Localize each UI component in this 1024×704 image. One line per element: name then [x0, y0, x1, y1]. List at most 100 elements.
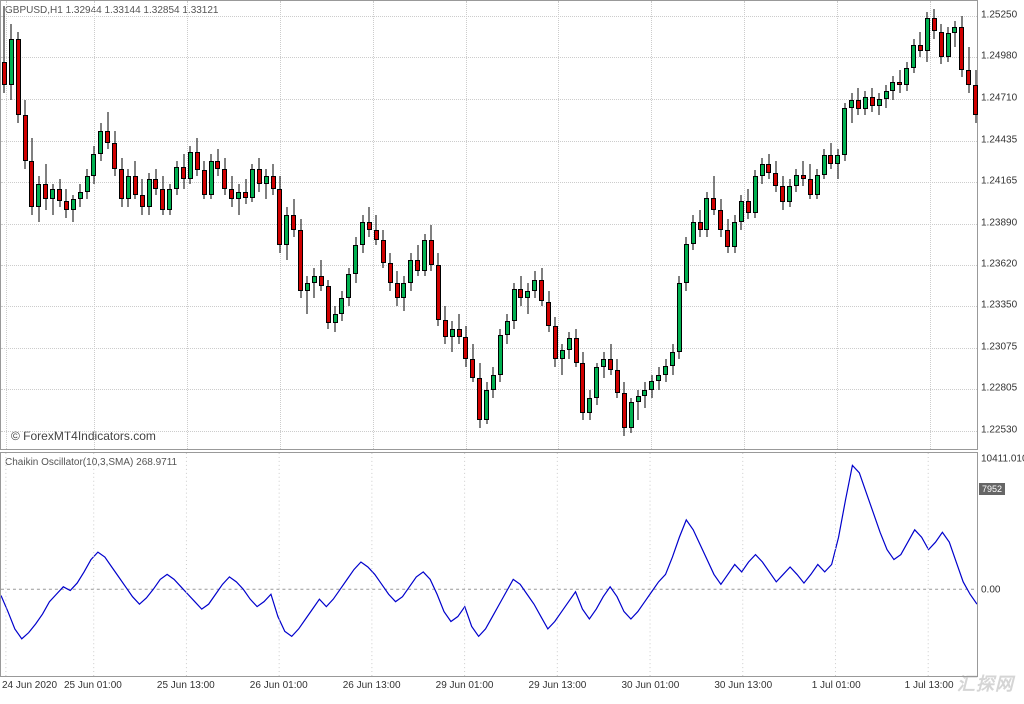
candle — [112, 1, 117, 451]
y-tick-label: 1.25250 — [981, 10, 1017, 21]
x-tick-label: 1 Jul 01:00 — [812, 680, 861, 691]
x-tick-label: 26 Jun 01:00 — [250, 680, 308, 691]
candle — [250, 1, 255, 451]
candle — [298, 1, 303, 451]
candle — [918, 1, 923, 451]
price-y-axis: 1.252501.249801.247101.244351.241651.238… — [979, 0, 1024, 450]
x-tick-label: 29 Jun 01:00 — [436, 680, 494, 691]
candle — [202, 1, 207, 451]
y-tick-label: 1.24980 — [981, 51, 1017, 62]
candle — [264, 1, 269, 451]
candle — [553, 1, 558, 451]
candle — [140, 1, 145, 451]
candle — [229, 1, 234, 451]
candle — [925, 1, 930, 451]
candle — [532, 1, 537, 451]
candle — [601, 1, 606, 451]
candle — [401, 1, 406, 451]
candle — [333, 1, 338, 451]
candle — [450, 1, 455, 451]
candle — [946, 1, 951, 451]
candle — [890, 1, 895, 451]
oscillator-panel[interactable]: Chaikin Oscillator(10,3,SMA) 268.9711 — [0, 452, 978, 677]
candle — [91, 1, 96, 451]
candle — [904, 1, 909, 451]
time-axis: 24 Jun 202025 Jun 01:0025 Jun 13:0026 Ju… — [0, 678, 978, 702]
candle — [677, 1, 682, 451]
candle — [822, 1, 827, 451]
candle — [815, 1, 820, 451]
candle — [567, 1, 572, 451]
candle — [9, 1, 14, 451]
candle — [57, 1, 62, 451]
candle — [319, 1, 324, 451]
candle — [766, 1, 771, 451]
candle — [195, 1, 200, 451]
candle — [188, 1, 193, 451]
candle — [436, 1, 441, 451]
candle — [498, 1, 503, 451]
x-tick-label: 26 Jun 13:00 — [343, 680, 401, 691]
x-tick-label: 29 Jun 13:00 — [529, 680, 587, 691]
candle — [877, 1, 882, 451]
candle — [642, 1, 647, 451]
candle — [897, 1, 902, 451]
candle — [966, 1, 971, 451]
candle — [780, 1, 785, 451]
candle — [835, 1, 840, 451]
candle — [236, 1, 241, 451]
candle — [594, 1, 599, 451]
y-tick-label: 1.24165 — [981, 175, 1017, 186]
candle — [574, 1, 579, 451]
candle — [271, 1, 276, 451]
candle — [346, 1, 351, 451]
candle — [153, 1, 158, 451]
candle — [243, 1, 248, 451]
candle — [636, 1, 641, 451]
candle — [725, 1, 730, 451]
candle — [587, 1, 592, 451]
candle — [443, 1, 448, 451]
candle — [284, 1, 289, 451]
candle — [215, 1, 220, 451]
x-tick-label: 25 Jun 01:00 — [64, 680, 122, 691]
candle — [849, 1, 854, 451]
candle — [463, 1, 468, 451]
candle — [512, 1, 517, 451]
candle — [277, 1, 282, 451]
candle — [580, 1, 585, 451]
candle — [160, 1, 165, 451]
candle — [739, 1, 744, 451]
candle — [856, 1, 861, 451]
candle — [415, 1, 420, 451]
candle — [147, 1, 152, 451]
candle — [85, 1, 90, 451]
price-chart-panel[interactable]: GBPUSD,H1 1.32944 1.33144 1.32854 1.3312… — [0, 0, 978, 450]
candle — [429, 1, 434, 451]
y-tick-label: 1.22805 — [981, 383, 1017, 394]
candle — [29, 1, 34, 451]
candle — [367, 1, 372, 451]
candle — [50, 1, 55, 451]
y-tick-label: 1.22530 — [981, 425, 1017, 436]
candle — [863, 1, 868, 451]
candle — [932, 1, 937, 451]
x-tick-label: 30 Jun 01:00 — [621, 680, 679, 691]
x-tick-label: 1 Jul 13:00 — [905, 680, 954, 691]
candle — [753, 1, 758, 451]
candle — [546, 1, 551, 451]
candle — [973, 1, 978, 451]
y-tick-label: 1.23075 — [981, 342, 1017, 353]
candle — [794, 1, 799, 451]
y-tick-label: 1.24435 — [981, 134, 1017, 145]
watermark-text: 汇探网 — [957, 670, 1014, 696]
candle — [684, 1, 689, 451]
y-tick-label: 10411.010 — [981, 454, 1024, 465]
candle — [477, 1, 482, 451]
candle — [670, 1, 675, 451]
candle — [711, 1, 716, 451]
x-tick-label: 24 Jun 2020 — [2, 680, 57, 691]
candle — [43, 1, 48, 451]
y-tick-label: 1.23620 — [981, 258, 1017, 269]
candle — [126, 1, 131, 451]
